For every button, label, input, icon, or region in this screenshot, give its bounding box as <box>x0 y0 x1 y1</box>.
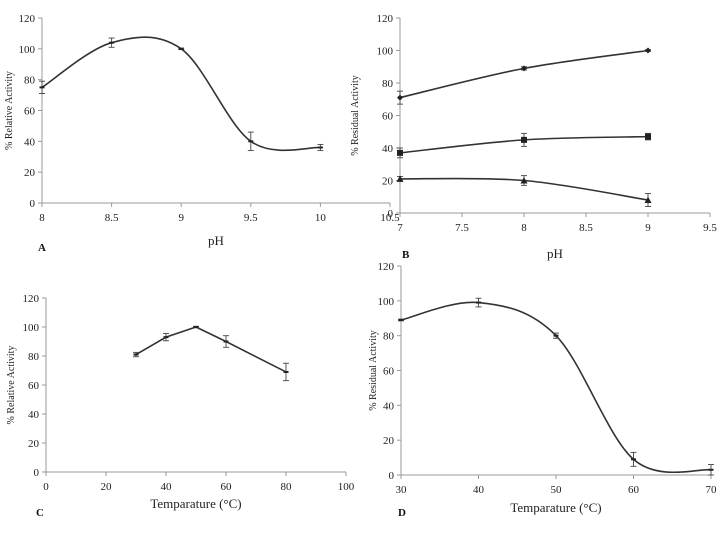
data-point <box>397 94 403 101</box>
x-tick-label: 9 <box>178 212 184 224</box>
panel-label: B <box>402 249 410 261</box>
y-tick-label: 60 <box>382 111 394 123</box>
x-tick-label: 0 <box>43 481 49 493</box>
series-line <box>41 36 321 152</box>
panel-c: 0 20 40 60 80 100 120 0 20 40 60 80 100 Temparature (… <box>6 293 355 519</box>
data-point <box>645 133 651 140</box>
x-tick-label: 7 <box>397 222 403 234</box>
y-axis-title: % Residual Activity <box>368 330 379 411</box>
y-tick-label: 20 <box>24 167 36 179</box>
data-point <box>397 149 403 156</box>
x-axis-title: Temparature (°C) <box>510 500 601 515</box>
data-point <box>521 136 527 143</box>
data-point <box>398 318 404 321</box>
y-tick-label: 120 <box>378 261 395 273</box>
y-tick-label: 100 <box>23 322 40 334</box>
y-tick-label: 40 <box>24 136 36 148</box>
y-axis-title: % Relative Activity <box>6 346 17 425</box>
series-line <box>135 326 287 373</box>
data-point <box>39 86 45 89</box>
panel-a: 0 20 40 60 80 100 120 8 8.5 9 9.5 10 10.5 pH % Relativ… <box>4 13 400 254</box>
data-point <box>163 336 169 339</box>
x-axis-title: pH <box>547 246 563 261</box>
panel-d: 0 20 40 60 80 100 120 30 40 50 60 70 Temparature (°C… <box>368 261 717 519</box>
y-tick-label: 80 <box>28 351 40 363</box>
y-tick-label: 0 <box>389 470 395 482</box>
y-tick-label: 100 <box>377 46 394 58</box>
x-axis-title: Temparature (°C) <box>150 496 241 511</box>
x-axis-title: pH <box>208 233 224 248</box>
series-line <box>399 49 649 99</box>
x-tick-label: 8.5 <box>105 212 119 224</box>
data-point <box>644 196 652 203</box>
data-point <box>283 370 289 373</box>
x-tick-label: 10.5 <box>380 212 400 224</box>
data-point <box>133 353 139 356</box>
data-point <box>645 47 651 54</box>
x-tick-label: 8.5 <box>579 222 593 234</box>
x-tick-label: 8 <box>39 212 45 224</box>
y-axis-title: % Residual Activity <box>350 75 361 156</box>
x-tick-label: 50 <box>551 484 563 496</box>
data-point <box>521 65 527 72</box>
y-tick-label: 60 <box>28 380 40 392</box>
y-tick-label: 120 <box>377 13 394 25</box>
data-point <box>223 340 229 343</box>
x-tick-label: 8 <box>521 222 527 234</box>
data-point <box>193 326 199 328</box>
y-tick-label: 80 <box>383 331 395 343</box>
y-tick-label: 0 <box>30 198 36 210</box>
panel-b: 0 20 40 60 80 100 120 7 7.5 8 8.5 9 9.5 pH % Residual … <box>350 13 717 261</box>
data-point <box>396 175 404 182</box>
y-tick-label: 60 <box>24 106 36 118</box>
x-tick-label: 9.5 <box>703 222 717 234</box>
data-point <box>520 177 528 184</box>
data-point <box>553 334 559 337</box>
x-tick-label: 30 <box>396 484 408 496</box>
data-point <box>476 301 481 304</box>
x-tick-label: 9.5 <box>244 212 258 224</box>
y-tick-label: 80 <box>24 75 36 87</box>
y-tick-label: 0 <box>34 467 40 479</box>
y-tick-label: 20 <box>382 176 394 188</box>
y-tick-label: 40 <box>28 409 40 421</box>
data-point <box>317 146 323 149</box>
data-point <box>708 468 714 471</box>
y-tick-label: 20 <box>28 438 40 450</box>
data-point <box>248 140 254 143</box>
x-tick-label: 7.5 <box>455 222 469 234</box>
data-point <box>178 47 184 50</box>
x-tick-label: 70 <box>706 484 718 496</box>
panel-label: C <box>36 507 44 519</box>
y-tick-label: 100 <box>378 296 395 308</box>
y-tick-label: 40 <box>383 400 395 412</box>
y-tick-label: 40 <box>382 143 394 155</box>
x-tick-label: 40 <box>161 481 173 493</box>
panel-label: D <box>398 507 406 519</box>
series-line <box>400 301 712 474</box>
y-tick-label: 80 <box>382 78 394 90</box>
y-tick-label: 0 <box>388 208 394 220</box>
y-tick-label: 120 <box>19 13 36 25</box>
x-tick-label: 100 <box>338 481 355 493</box>
x-tick-label: 60 <box>221 481 233 493</box>
x-tick-label: 60 <box>628 484 640 496</box>
y-tick-label: 100 <box>19 44 36 56</box>
x-tick-label: 9 <box>645 222 651 234</box>
y-axis-title: % Relative Activity <box>4 71 15 150</box>
data-point <box>109 41 115 44</box>
y-tick-label: 60 <box>383 366 395 378</box>
x-tick-label: 40 <box>473 484 485 496</box>
y-tick-label: 20 <box>383 435 395 447</box>
data-point <box>631 458 636 461</box>
x-tick-label: 10 <box>315 212 327 224</box>
panel-label: A <box>38 242 46 254</box>
x-tick-label: 20 <box>101 481 113 493</box>
y-tick-label: 120 <box>23 293 40 305</box>
x-tick-label: 80 <box>281 481 293 493</box>
